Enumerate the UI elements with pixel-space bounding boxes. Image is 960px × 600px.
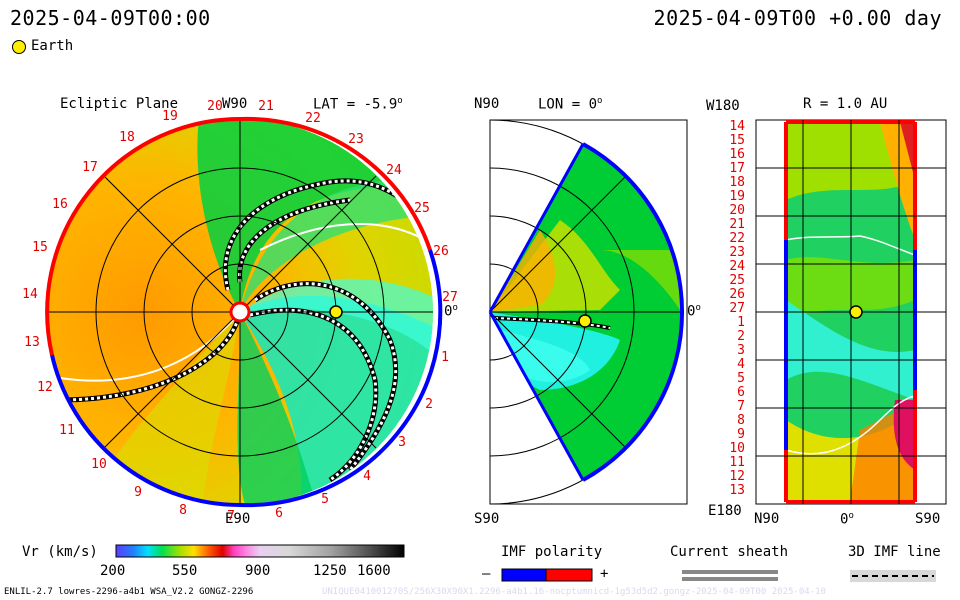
ecl-day-11: 11 <box>59 423 75 438</box>
rad-day-14: 14 <box>729 119 745 134</box>
imf-negative-swatch <box>501 568 547 582</box>
imf-minus-label: – <box>482 566 491 582</box>
ecl-day-8: 8 <box>179 503 187 518</box>
ecl-day-19: 19 <box>162 109 178 124</box>
ecl-day-3: 3 <box>398 435 406 450</box>
imf-polarity-title: IMF polarity <box>501 544 603 560</box>
ecl-day-10: 10 <box>91 457 107 472</box>
meridional-lon-text: LON = 0o <box>538 96 603 113</box>
rad-day-17: 17 <box>729 161 745 176</box>
current-sheath-title: Current sheath <box>670 544 789 560</box>
radial-x-label-s90: S90 <box>915 511 941 527</box>
rad-day-19: 19 <box>729 189 745 204</box>
rad-day-7: 7 <box>737 399 745 414</box>
ecl-day-1: 1 <box>441 350 449 365</box>
rad-day-9: 9 <box>737 427 745 442</box>
ecliptic-bottom-label: E90 <box>225 511 251 527</box>
radial-x-label-0: 0o <box>840 511 854 528</box>
rad-day-21: 21 <box>729 217 745 232</box>
radial-map-plot: 14 15 16 17 18 19 20 21 22 23 24 25 26 2… <box>729 119 947 505</box>
ecliptic-right-label: 0o <box>444 303 458 320</box>
ecl-day-24: 24 <box>386 163 402 178</box>
rad-day-24: 24 <box>729 259 745 274</box>
ecl-day-26: 26 <box>433 244 449 259</box>
earth-marker-icon <box>12 40 26 54</box>
current-sheath-swatch <box>682 570 778 581</box>
ecl-day-2: 2 <box>425 397 433 412</box>
ecliptic-top-label: W90 <box>222 96 248 112</box>
rad-day-10: 10 <box>729 441 745 456</box>
earth-marker-meridional-icon <box>578 314 592 328</box>
meridional-right-label: 0o <box>687 303 701 320</box>
ecl-day-9: 9 <box>134 485 142 500</box>
header-right-datetime: 2025-04-09T00 +0.00 day <box>653 6 942 30</box>
model-info: ENLIL-2.7 lowres-2296-a4b1 WSA_V2.2 GONG… <box>4 587 254 597</box>
rad-day-4: 4 <box>737 357 745 372</box>
ecl-day-7: 7 <box>227 509 235 524</box>
imf-line-swatch <box>850 570 936 582</box>
ecl-day-4: 4 <box>363 469 371 484</box>
ecl-day-12: 12 <box>37 380 53 395</box>
rad-day-13: 13 <box>729 483 745 498</box>
ecl-day-27: 27 <box>442 290 458 305</box>
watermark-text: UNIQUE041001270S/256X30X90X1.2296-a4b1.1… <box>322 587 826 597</box>
imf-3d-line-title: 3D IMF line <box>848 544 941 560</box>
rad-day-20: 20 <box>729 203 745 218</box>
rad-day-27: 27 <box>729 301 745 316</box>
earth-marker-radial-icon <box>849 305 863 319</box>
ecl-day-13: 13 <box>24 335 40 350</box>
ecl-day-6: 6 <box>275 506 283 521</box>
radial-top-left-label: W180 <box>706 98 740 114</box>
rad-day-3: 3 <box>737 343 745 358</box>
ecliptic-lat-text: LAT = -5.9o <box>313 96 403 113</box>
rad-day-25: 25 <box>729 273 745 288</box>
imf-plus-label: + <box>600 566 609 582</box>
ecliptic-plane-plot: 20 21 22 23 24 25 26 27 1 2 3 4 5 6 7 8 … <box>22 99 458 524</box>
earth-legend-label: Earth <box>31 38 74 54</box>
colorbar-title: Vr (km/s) <box>22 544 98 560</box>
ecl-day-14: 14 <box>22 287 38 302</box>
rad-day-8: 8 <box>737 413 745 428</box>
ecl-day-25: 25 <box>414 201 430 216</box>
ecl-day-22: 22 <box>305 111 321 126</box>
ecl-day-17: 17 <box>82 160 98 175</box>
meridional-bottom-label: S90 <box>474 511 500 527</box>
rad-day-12: 12 <box>729 469 745 484</box>
radial-bottom-left-label: E180 <box>708 503 742 519</box>
colorbar-tick-900: 900 <box>245 563 271 579</box>
meridional-top-label: N90 <box>474 96 500 112</box>
rad-day-6: 6 <box>737 385 745 400</box>
rad-day-16: 16 <box>729 147 745 162</box>
radial-x-label-n90: N90 <box>754 511 780 527</box>
rad-day-22: 22 <box>729 231 745 246</box>
ecl-day-18: 18 <box>119 130 135 145</box>
colorbar-tick-550: 550 <box>172 563 198 579</box>
sun-icon <box>229 301 251 323</box>
rad-day-5: 5 <box>737 371 745 386</box>
rad-day-26: 26 <box>729 287 745 302</box>
ecliptic-title: Ecliptic Plane <box>60 96 179 112</box>
meridional-plane-plot <box>488 119 688 505</box>
ecl-day-21: 21 <box>258 99 274 114</box>
earth-marker-ecliptic-icon <box>329 305 343 319</box>
colorbar-tick-200: 200 <box>100 563 126 579</box>
ecl-day-23: 23 <box>348 132 364 147</box>
header-left-datetime: 2025-04-09T00:00 <box>10 6 211 30</box>
velocity-colorbar <box>115 544 405 558</box>
rad-day-23: 23 <box>729 245 745 260</box>
imf-positive-swatch <box>545 568 593 582</box>
ecl-day-5: 5 <box>321 492 329 507</box>
ecl-day-15: 15 <box>32 240 48 255</box>
ecl-day-16: 16 <box>52 197 68 212</box>
rad-day-1: 1 <box>737 315 745 330</box>
rad-day-15: 15 <box>729 133 745 148</box>
rad-day-18: 18 <box>729 175 745 190</box>
rad-day-11: 11 <box>729 455 745 470</box>
colorbar-tick-1600: 1600 <box>357 563 391 579</box>
colorbar-tick-1250: 1250 <box>313 563 347 579</box>
rad-day-2: 2 <box>737 329 745 344</box>
ecl-day-20: 20 <box>207 99 223 114</box>
radial-title: R = 1.0 AU <box>803 96 888 112</box>
